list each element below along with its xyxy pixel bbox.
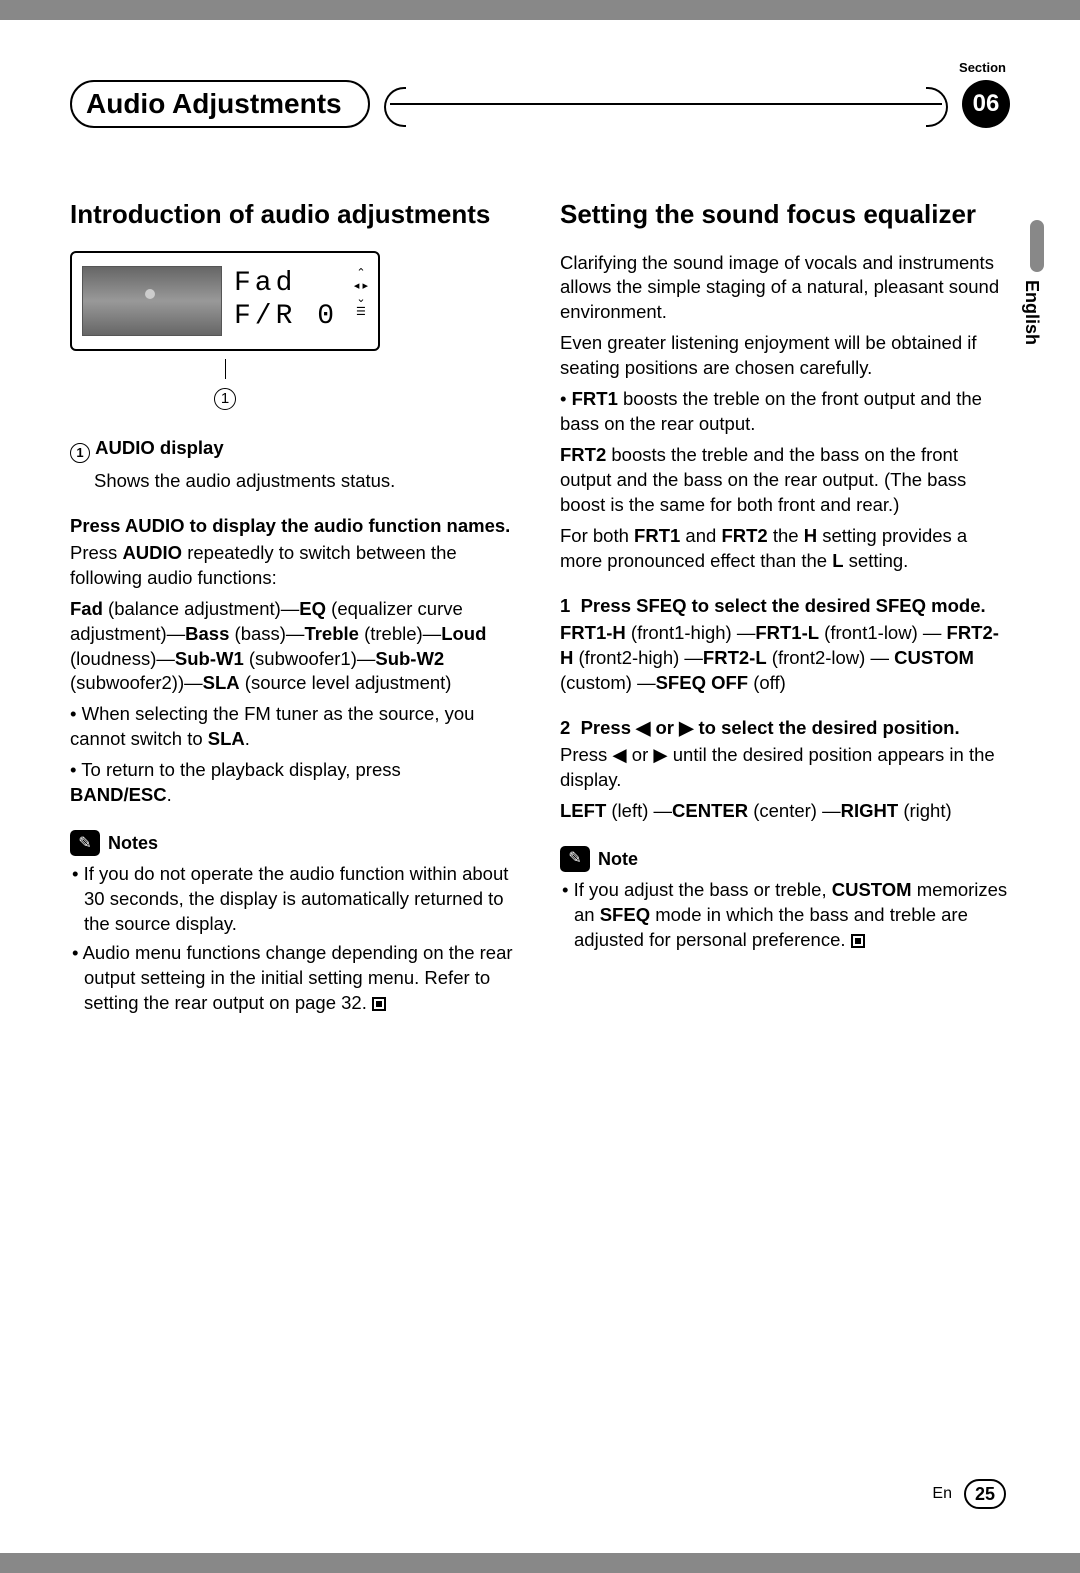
- function-chain: Fad (balance adjustment)—EQ (equalizer c…: [70, 597, 520, 697]
- notes-label: Notes: [108, 831, 158, 855]
- position-body: Press ◀ or ▶ until the desired position …: [560, 743, 1010, 793]
- t: SFEQ: [600, 904, 650, 925]
- callout-number: 1: [214, 388, 236, 410]
- t: For both: [560, 525, 634, 546]
- end-square-icon: [372, 997, 386, 1011]
- t: .: [245, 728, 250, 749]
- sfeq-modes: FRT1-H (front1-high) —FRT1-L (front1-low…: [560, 621, 1010, 696]
- display-line2: F/R 0: [234, 301, 338, 333]
- right-column: Setting the sound focus equalizer Clarif…: [560, 198, 1010, 1020]
- display-text: Fad F/R 0: [234, 268, 338, 332]
- t: Press: [70, 542, 122, 563]
- intro2: Even greater listening enjoyment will be…: [560, 331, 1010, 381]
- t: boosts the treble on the front output an…: [560, 388, 982, 434]
- intro1: Clarifying the sound image of vocals and…: [560, 251, 1010, 326]
- note-item-1: • If you do not operate the audio functi…: [70, 862, 520, 937]
- step1-body: Press AUDIO repeatedly to switch between…: [70, 541, 520, 591]
- t: 1: [560, 595, 570, 616]
- t: setting.: [844, 550, 909, 571]
- callout-label-num: 1: [70, 443, 90, 463]
- language-tab: English: [1021, 280, 1042, 345]
- chapter-header: Audio Adjustments 06: [70, 80, 1010, 128]
- bullet-1: • When selecting the FM tuner as the sou…: [70, 702, 520, 752]
- frt2-line: FRT2 boosts the treble and the bass on t…: [560, 443, 1010, 518]
- note-label: Note: [598, 847, 638, 871]
- t: AUDIO: [122, 542, 182, 563]
- t: FRT2: [560, 444, 606, 465]
- chapter-title: Audio Adjustments: [70, 80, 370, 128]
- page-number: 25: [964, 1479, 1006, 1509]
- t: the: [768, 525, 804, 546]
- step-sfeq-heading: 1 Press SFEQ to select the desired SFEQ …: [560, 594, 1010, 619]
- callout-pointer: 1: [70, 359, 380, 410]
- end-square-icon: [851, 934, 865, 948]
- page: Section Audio Adjustments 06 English Int…: [0, 20, 1080, 1553]
- bullet-2: • To return to the playback display, pre…: [70, 758, 520, 808]
- footer-lang: En: [932, 1485, 952, 1503]
- header-divider: [390, 103, 942, 105]
- audio-display-illustration: Fad F/R 0 ⌃◂ ▸⌄☰: [70, 251, 380, 351]
- t: FRT1: [572, 388, 618, 409]
- t: SLA: [208, 728, 245, 749]
- t: FRT1: [634, 525, 680, 546]
- language-bar: [1030, 220, 1044, 272]
- t: FRT2: [721, 525, 767, 546]
- left-column: Introduction of audio adjustments Fad F/…: [70, 198, 520, 1020]
- note-icon: ✎: [70, 830, 100, 856]
- note-item-2: • Audio menu functions change depending …: [70, 941, 520, 1016]
- note-header-right: ✎ Note: [560, 846, 1010, 872]
- section-number: 06: [962, 80, 1010, 128]
- callout-label-row: 1 AUDIO display: [70, 436, 520, 463]
- callout-desc: Shows the audio adjustments status.: [70, 469, 520, 494]
- position-options: LEFT (left) —CENTER (center) —RIGHT (rig…: [560, 799, 1010, 824]
- t: • Audio menu functions change depending …: [72, 942, 513, 1013]
- display-buttons-icon: ⌃◂ ▸⌄☰: [354, 267, 368, 320]
- t: • To return to the playback display, pre…: [70, 759, 401, 780]
- left-heading: Introduction of audio adjustments: [70, 198, 520, 231]
- t: H: [804, 525, 817, 546]
- t: BAND/ESC: [70, 784, 167, 805]
- t: Press ◀ or ▶ to select the desired posit…: [581, 717, 960, 738]
- section-label: Section: [959, 60, 1006, 75]
- t: 2: [560, 717, 570, 738]
- t: CUSTOM: [832, 879, 912, 900]
- t: boosts the treble and the bass on the fr…: [560, 444, 966, 515]
- t: •: [560, 388, 572, 409]
- both-line: For both FRT1 and FRT2 the H setting pro…: [560, 524, 1010, 574]
- frt1-line: • FRT1 boosts the treble on the front ou…: [560, 387, 1010, 437]
- content-columns: Introduction of audio adjustments Fad F/…: [70, 198, 1010, 1020]
- note-icon: ✎: [560, 846, 590, 872]
- step-position-heading: 2 Press ◀ or ▶ to select the desired pos…: [560, 716, 1010, 741]
- t: Press SFEQ to select the desired SFEQ mo…: [581, 595, 986, 616]
- callout-label-text: AUDIO display: [95, 437, 224, 458]
- t: • When selecting the FM tuner as the sou…: [70, 703, 474, 749]
- t: and: [680, 525, 721, 546]
- step1-heading: Press AUDIO to display the audio functio…: [70, 514, 520, 539]
- footer: En 25: [932, 1479, 1006, 1509]
- display-line1: Fad: [234, 268, 338, 300]
- right-heading: Setting the sound focus equalizer: [560, 198, 1010, 231]
- display-panel-icon: [82, 266, 222, 336]
- notes-header: ✎ Notes: [70, 830, 520, 856]
- note-right-1: • If you adjust the bass or treble, CUST…: [560, 878, 1010, 953]
- t: .: [167, 784, 172, 805]
- t: • If you adjust the bass or treble,: [562, 879, 832, 900]
- t: L: [832, 550, 843, 571]
